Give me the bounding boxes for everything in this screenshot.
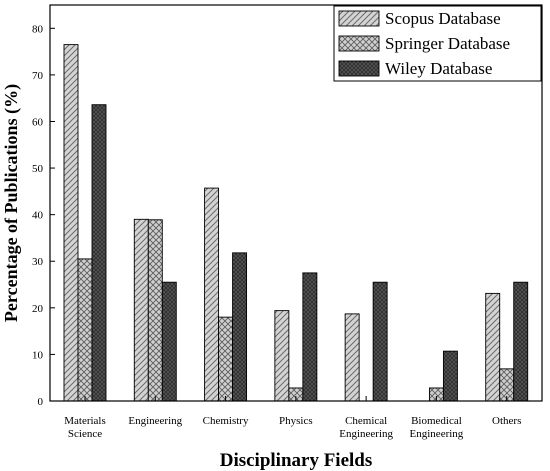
y-tick-label: 20 <box>32 303 44 315</box>
bar-wiley <box>372 281 388 402</box>
bar-scopus <box>133 218 149 402</box>
legend-swatch <box>338 35 380 52</box>
y-tick-label: 70 <box>32 70 44 82</box>
bar-scopus <box>344 313 360 402</box>
legend-label: Wiley Database <box>385 59 492 78</box>
y-tick-label: 0 <box>38 396 44 408</box>
bar-scopus <box>204 187 220 402</box>
bar-wiley <box>232 252 248 402</box>
bar-springer <box>218 316 234 402</box>
bar-wiley <box>91 104 107 402</box>
legend-swatch <box>338 10 380 27</box>
x-tick-label: Chemistry <box>203 415 249 427</box>
bar-scopus <box>63 44 79 402</box>
y-tick-label: 60 <box>32 116 44 128</box>
y-tick-label: 80 <box>32 23 44 35</box>
bar-springer <box>147 219 163 402</box>
bar-springer <box>77 258 93 402</box>
ticks-group: 0 10 20 30 40 50 60 70 80 Materials Science Enginee… <box>32 23 521 440</box>
bar-scopus <box>485 292 501 402</box>
bars-group <box>63 44 529 402</box>
y-tick-label: 10 <box>32 349 44 361</box>
bar-wiley <box>302 272 318 402</box>
bar-wiley <box>513 281 529 402</box>
y-tick-label: 40 <box>32 210 44 222</box>
x-axis-title: Disciplinary Fields <box>220 450 373 471</box>
legend: Scopus Database Springer Database Wiley Da… <box>333 5 542 82</box>
y-tick-label: 30 <box>32 256 44 268</box>
x-tick-label: Engineering <box>128 415 182 427</box>
x-tick-label: Chemical Engineering <box>339 415 393 440</box>
legend-label: Scopus Database <box>385 9 501 28</box>
x-tick-label: Others <box>492 415 521 427</box>
y-axis-title: Percentage of Publications (%) <box>1 84 22 322</box>
bar-scopus <box>274 310 290 402</box>
bar-wiley <box>161 281 177 402</box>
legend-swatch <box>338 60 380 77</box>
plot-frame <box>49 4 543 402</box>
y-tick-label: 50 <box>32 163 44 175</box>
x-tick-label: Materials Science <box>64 415 106 440</box>
legend-label: Springer Database <box>385 34 510 53</box>
x-tick-label: Physics <box>279 415 313 427</box>
bar-wiley <box>442 350 458 402</box>
x-tick-label: Biomedical Engineering <box>410 415 464 440</box>
